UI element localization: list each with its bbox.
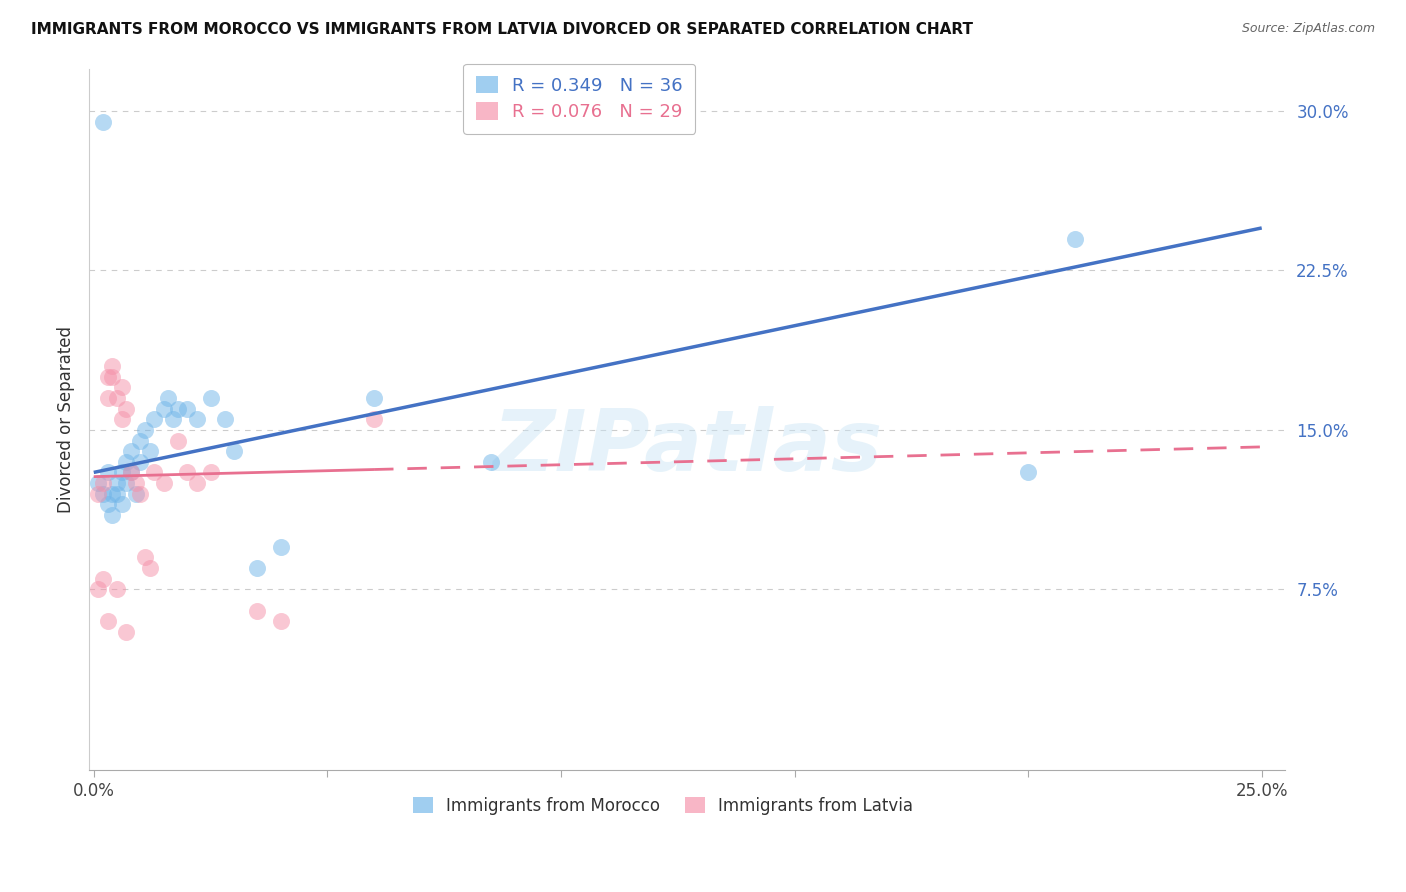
Point <box>105 476 128 491</box>
Point <box>139 444 162 458</box>
Point <box>200 466 222 480</box>
Point <box>120 466 142 480</box>
Point <box>125 486 148 500</box>
Point <box>1017 466 1039 480</box>
Point <box>97 466 120 480</box>
Point <box>97 391 120 405</box>
Point <box>111 412 134 426</box>
Point <box>125 476 148 491</box>
Point <box>115 624 138 639</box>
Text: ZIPatlas: ZIPatlas <box>492 406 882 489</box>
Y-axis label: Divorced or Separated: Divorced or Separated <box>58 326 75 513</box>
Point <box>363 391 385 405</box>
Point <box>270 614 292 628</box>
Point <box>91 572 114 586</box>
Point <box>87 476 110 491</box>
Point <box>143 412 166 426</box>
Point <box>186 476 208 491</box>
Point <box>105 391 128 405</box>
Point <box>153 401 176 416</box>
Point <box>134 550 156 565</box>
Point <box>87 486 110 500</box>
Point <box>129 455 152 469</box>
Point <box>111 497 134 511</box>
Point <box>115 401 138 416</box>
Point <box>111 380 134 394</box>
Point <box>129 434 152 448</box>
Point <box>91 486 114 500</box>
Point <box>176 401 198 416</box>
Text: IMMIGRANTS FROM MOROCCO VS IMMIGRANTS FROM LATVIA DIVORCED OR SEPARATED CORRELAT: IMMIGRANTS FROM MOROCCO VS IMMIGRANTS FR… <box>31 22 973 37</box>
Point <box>157 391 180 405</box>
Point <box>97 614 120 628</box>
Point <box>101 369 124 384</box>
Point <box>200 391 222 405</box>
Point <box>166 434 188 448</box>
Point <box>162 412 184 426</box>
Point <box>101 508 124 522</box>
Text: Source: ZipAtlas.com: Source: ZipAtlas.com <box>1241 22 1375 36</box>
Point <box>166 401 188 416</box>
Point <box>120 466 142 480</box>
Point <box>363 412 385 426</box>
Point <box>246 561 269 575</box>
Legend: Immigrants from Morocco, Immigrants from Latvia: Immigrants from Morocco, Immigrants from… <box>404 787 924 825</box>
Point <box>115 476 138 491</box>
Point <box>143 466 166 480</box>
Point <box>246 603 269 617</box>
Point <box>134 423 156 437</box>
Point <box>186 412 208 426</box>
Point <box>153 476 176 491</box>
Point <box>101 359 124 373</box>
Point <box>91 476 114 491</box>
Point <box>176 466 198 480</box>
Point <box>97 369 120 384</box>
Point <box>101 486 124 500</box>
Point <box>214 412 236 426</box>
Point <box>105 582 128 597</box>
Point <box>139 561 162 575</box>
Point <box>1063 231 1085 245</box>
Point <box>87 582 110 597</box>
Point <box>115 455 138 469</box>
Point <box>111 466 134 480</box>
Point <box>120 444 142 458</box>
Point <box>97 497 120 511</box>
Point <box>129 486 152 500</box>
Point <box>105 486 128 500</box>
Point <box>270 540 292 554</box>
Point <box>479 455 502 469</box>
Point <box>222 444 245 458</box>
Point <box>91 114 114 128</box>
